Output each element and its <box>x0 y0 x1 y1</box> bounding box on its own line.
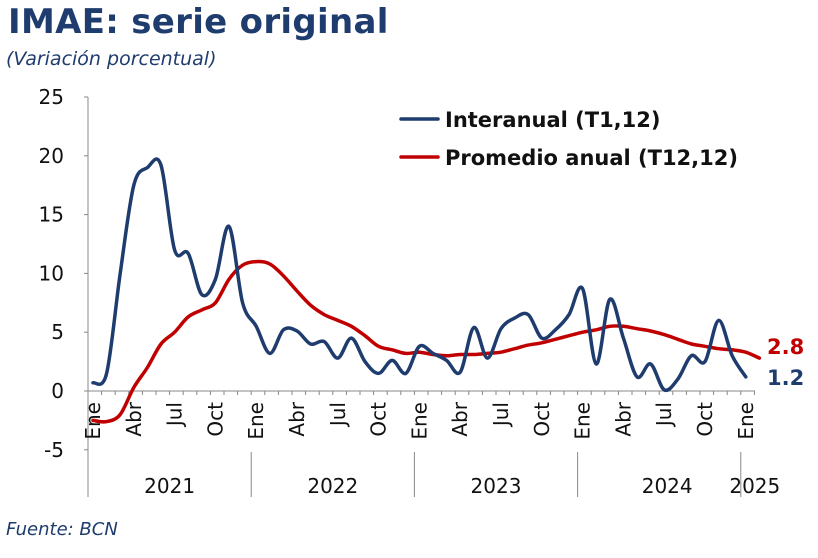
y-tick-label: 15 <box>39 203 64 227</box>
legend-label: Promedio anual (T12,12) <box>445 146 738 170</box>
x-tick-label: Abr <box>611 401 635 436</box>
y-tick-label: 20 <box>39 144 64 168</box>
x-tick-label: Jul <box>652 402 676 428</box>
year-label: 2022 <box>307 474 358 498</box>
y-tick-label: 5 <box>51 320 64 344</box>
x-tick-label: Jul <box>489 402 513 428</box>
chart-title: IMAE: serie original <box>8 2 389 42</box>
x-tick-label: Abr <box>285 401 309 436</box>
y-tick-label: 0 <box>51 379 64 403</box>
year-label: 2025 <box>729 474 780 498</box>
series-line-promedio-anual <box>91 259 762 424</box>
year-label: 2021 <box>144 474 195 498</box>
x-tick-label: Ene <box>407 402 431 440</box>
end-label-promedio: 2.8 <box>767 335 804 359</box>
x-tick-label: Oct <box>530 402 554 437</box>
x-tick-label: Ene <box>734 402 758 440</box>
legend: Interanual (T1,12) Promedio anual (T12,12… <box>399 108 738 170</box>
x-tick-label: Jul <box>163 402 187 428</box>
legend-item-interanual: Interanual (T1,12) <box>399 108 661 132</box>
legend-item-promedio: Promedio anual (T12,12) <box>399 146 738 170</box>
x-tick-label: Oct <box>693 402 717 437</box>
x-tick-label: Jul <box>326 402 350 428</box>
y-tick-label: 25 <box>39 85 64 109</box>
end-label-interanual: 1.2 <box>767 366 804 390</box>
axes <box>84 96 755 497</box>
x-tick-label: Oct <box>203 402 227 437</box>
y-tick-label: 10 <box>39 261 64 285</box>
x-tick-label: Abr <box>448 401 472 436</box>
series-lines <box>91 157 762 424</box>
series-line-interanual <box>91 157 748 393</box>
x-tick-label: Abr <box>122 401 146 436</box>
year-label: 2023 <box>471 474 522 498</box>
x-tick-label: Ene <box>81 402 105 440</box>
source-note: Fuente: BCN <box>6 519 118 540</box>
x-tick-label: Oct <box>367 402 391 437</box>
chart-subtitle: (Variación porcentual) <box>6 48 217 70</box>
x-tick-label: Ene <box>571 402 595 440</box>
legend-label: Interanual (T1,12) <box>445 108 661 132</box>
x-tick-label: Ene <box>244 402 268 440</box>
y-tick-label: -5 <box>44 438 64 462</box>
year-label: 2024 <box>642 474 693 498</box>
